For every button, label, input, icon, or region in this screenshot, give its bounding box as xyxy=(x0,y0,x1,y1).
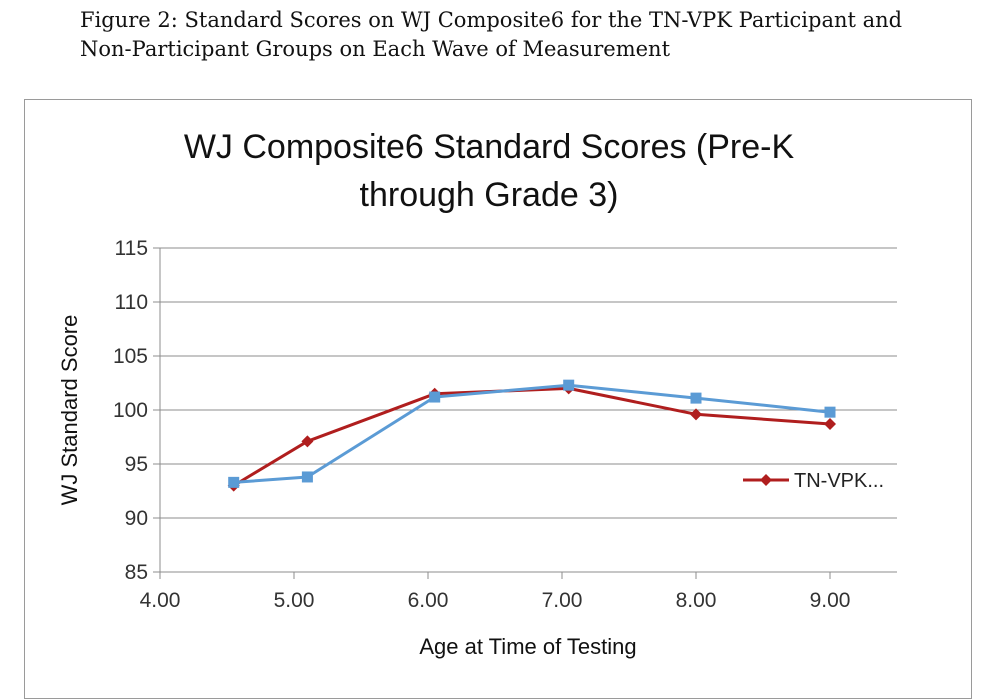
chart-frame: WJ Composite6 Standard Scores (Pre-K thr… xyxy=(24,99,972,699)
x-tick-label: 7.00 xyxy=(542,589,583,612)
data-point-square xyxy=(824,406,836,418)
gridlines xyxy=(160,247,897,519)
y-tick-label: 95 xyxy=(125,453,148,476)
x-tick-label: 6.00 xyxy=(408,589,449,612)
data-point-square xyxy=(228,476,240,488)
legend-label: TN-VPK... xyxy=(794,470,884,492)
caption-line-2: Non-Participant Groups on Each Wave of M… xyxy=(80,37,671,61)
caption-line-1: Figure 2: Standard Scores on WJ Composit… xyxy=(80,8,903,32)
legend: TN-VPK... xyxy=(743,470,884,492)
x-tick-label: 8.00 xyxy=(676,589,717,612)
axes: 115 110 105 100 95 90 85 4.00 5.00 6.00 7.00 8.00 9.… xyxy=(113,237,897,612)
y-axis-label: WJ Standard Score xyxy=(57,315,82,506)
legend-marker xyxy=(760,474,772,486)
y-tick-label: 100 xyxy=(113,399,148,422)
y-tick-label: 90 xyxy=(125,507,148,530)
line-chart: WJ Composite6 Standard Scores (Pre-K thr… xyxy=(57,128,897,659)
series xyxy=(227,379,836,492)
chart-title-line-2: through Grade 3) xyxy=(360,176,619,214)
data-point-diamond xyxy=(690,408,702,421)
data-point-square xyxy=(301,471,313,483)
y-tick-label: 110 xyxy=(115,291,148,314)
data-point-square xyxy=(690,392,702,404)
y-tick-label: 105 xyxy=(113,345,148,368)
x-tick-label: 9.00 xyxy=(810,589,851,612)
x-tick-label: 5.00 xyxy=(274,589,315,612)
x-tick-label: 4.00 xyxy=(140,589,181,612)
y-tick-label: 85 xyxy=(125,561,148,584)
chart-title-line-1: WJ Composite6 Standard Scores (Pre-K xyxy=(184,128,795,166)
series-line-2 xyxy=(233,383,831,484)
data-point-diamond xyxy=(301,435,314,448)
data-point-square xyxy=(563,379,575,391)
y-tick-label: 115 xyxy=(115,237,148,260)
x-axis-label: Age at Time of Testing xyxy=(419,634,636,659)
figure-caption: Figure 2: Standard Scores on WJ Composit… xyxy=(80,6,980,64)
data-point-diamond xyxy=(824,418,836,431)
data-point-square xyxy=(429,391,441,403)
